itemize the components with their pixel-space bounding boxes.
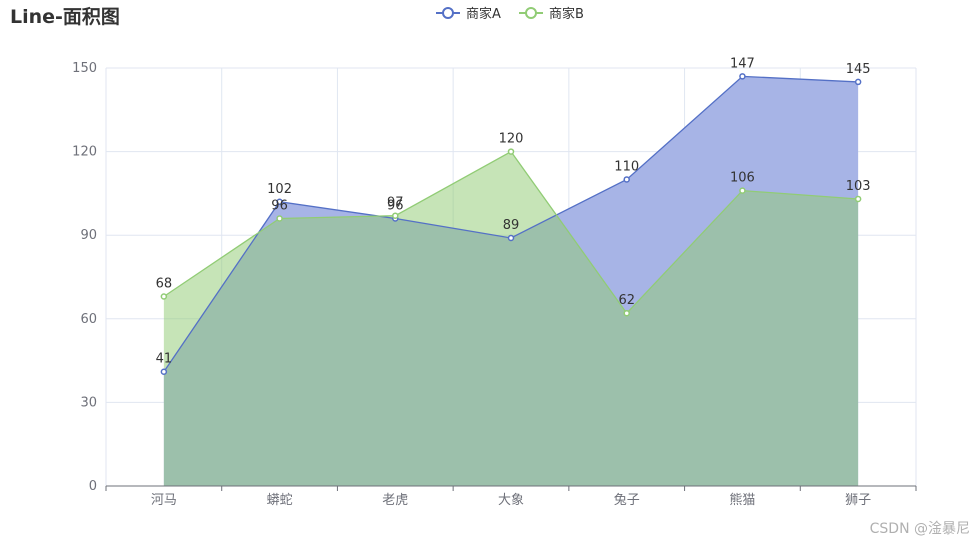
x-tick-label: 熊猫 <box>729 492 755 508</box>
data-point[interactable] <box>854 195 862 203</box>
data-point[interactable] <box>739 187 746 194</box>
legend-item[interactable]: 商家A <box>436 6 501 22</box>
series-area <box>163 151 859 486</box>
axis-layer: 0 30 60 90 120 150 河马 蟒蛇 老虎 大象 兔子 熊猫 狮子 <box>72 61 917 508</box>
x-tick-label: 兔子 <box>614 493 640 508</box>
legend[interactable]: 商家A 商家B <box>436 6 584 22</box>
data-label: 96 <box>271 198 288 213</box>
data-point[interactable] <box>507 234 515 242</box>
legend-label: 商家B <box>549 6 584 22</box>
data-label: 102 <box>267 182 292 197</box>
x-tick-label: 蟒蛇 <box>267 493 293 508</box>
x-tick-label: 河马 <box>151 493 177 508</box>
data-point[interactable] <box>739 73 746 80</box>
data-point[interactable] <box>507 148 515 155</box>
y-tick-label: 120 <box>72 145 97 160</box>
legend-label: 商家A <box>466 6 501 22</box>
y-tick-label: 150 <box>72 61 97 76</box>
x-tick-label: 老虎 <box>382 493 408 508</box>
point-layer <box>160 73 862 375</box>
data-label: 62 <box>618 293 635 308</box>
data-point[interactable] <box>623 176 630 183</box>
watermark: CSDN @淦暴尼 <box>869 521 970 537</box>
area-layer <box>163 76 859 487</box>
data-point[interactable] <box>623 309 630 317</box>
data-label: 103 <box>846 179 871 194</box>
x-tick-label: 狮子 <box>845 493 871 508</box>
data-label: 106 <box>730 171 755 186</box>
data-label: 145 <box>846 62 871 77</box>
data-label: 110 <box>614 159 639 174</box>
y-tick-label: 60 <box>80 312 97 327</box>
y-tick-label: 90 <box>80 228 97 243</box>
y-tick-label: 30 <box>80 395 97 410</box>
data-label: 147 <box>730 56 755 71</box>
legend-item[interactable]: 商家B <box>519 6 584 22</box>
y-tick-label: 0 <box>89 479 97 494</box>
data-label: 96 <box>387 198 404 213</box>
data-point[interactable] <box>276 198 283 206</box>
data-label: 89 <box>503 218 520 233</box>
data-point[interactable] <box>854 78 862 86</box>
data-point[interactable] <box>392 212 399 219</box>
data-label: 41 <box>156 352 173 367</box>
data-label: 68 <box>156 277 173 292</box>
data-point[interactable] <box>276 215 283 222</box>
chart-title: Line-面积图 <box>10 6 120 28</box>
data-point[interactable] <box>160 293 168 300</box>
data-point[interactable] <box>160 368 168 375</box>
x-tick-label: 大象 <box>498 493 524 508</box>
data-label: 120 <box>499 132 524 147</box>
data-label: 97 <box>387 196 404 211</box>
legend-marker-icon <box>442 7 454 19</box>
legend-marker-icon <box>525 7 537 19</box>
